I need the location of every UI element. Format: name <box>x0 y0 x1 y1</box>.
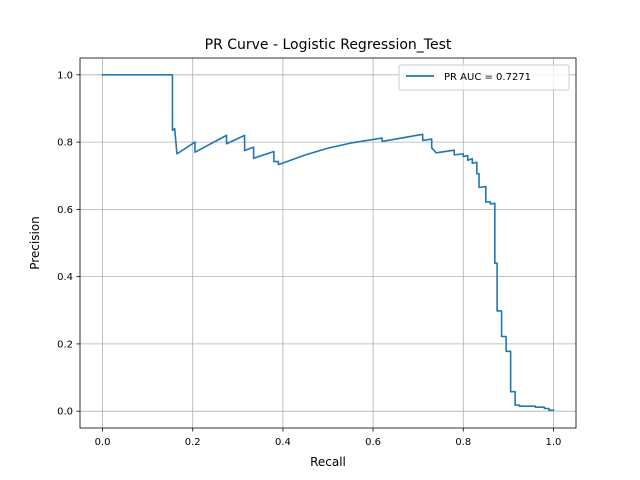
x-tick-label: 0.8 <box>455 437 471 448</box>
pr-curve-line <box>101 74 555 411</box>
y-tick-label: 0.4 <box>57 272 73 283</box>
x-axis-ticks: 0.0 0.2 0.4 0.6 0.8 1.0 <box>95 428 562 448</box>
x-tick-label: 1.0 <box>546 437 562 448</box>
legend-box <box>398 64 570 91</box>
legend-label: PR AUC = 0.7271 <box>444 72 531 83</box>
y-tick-label: 0.8 <box>57 138 73 149</box>
x-axis-label: Recall <box>310 455 346 469</box>
y-tick-label: 0.0 <box>57 407 73 418</box>
y-tick-label: 0.2 <box>57 339 73 350</box>
y-tick-label: 0.6 <box>57 205 73 216</box>
x-tick-label: 0.2 <box>185 437 201 448</box>
plot-frame <box>79 57 577 429</box>
series-layer <box>101 74 555 411</box>
x-tick-label: 0.6 <box>365 437 381 448</box>
y-axis-label: Precision <box>28 216 42 270</box>
y-tick-label: 1.0 <box>57 70 73 81</box>
x-tick-label: 0.0 <box>95 437 111 448</box>
chart-title: PR Curve - Logistic Regression_Test <box>205 37 452 53</box>
grid <box>80 58 576 428</box>
x-tick-label: 0.4 <box>275 437 291 448</box>
legend: PR AUC = 0.7271 <box>398 64 570 91</box>
y-axis-ticks: 0.0 0.2 0.4 0.6 0.8 1.0 <box>57 70 80 418</box>
